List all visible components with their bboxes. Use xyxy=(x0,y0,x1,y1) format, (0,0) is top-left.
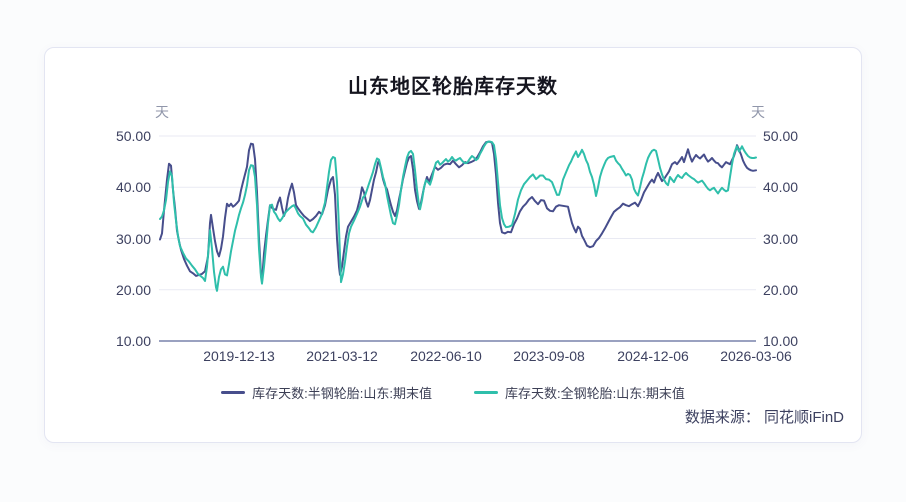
legend-line-marker xyxy=(221,391,246,394)
legend: 库存天数:半钢轮胎:山东:期末值 库存天数:全钢轮胎:山东:期末值 xyxy=(45,383,861,402)
y-tick-label-left: 50.00 xyxy=(115,128,151,144)
legend-item-full-steel[interactable]: 库存天数:全钢轮胎:山东:期末值 xyxy=(474,383,685,402)
data-source-note: 数据来源： 同花顺iFinD xyxy=(684,409,844,426)
x-tick-label: 2023-09-08 xyxy=(513,348,585,364)
y-axis-unit-right: 天 xyxy=(751,104,765,120)
y-tick-label-left: 10.00 xyxy=(115,333,151,349)
y-axis-unit-left: 天 xyxy=(155,104,169,120)
legend-label: 库存天数:半钢轮胎:山东:期末值 xyxy=(252,386,432,401)
y-tick-label-right: 30.00 xyxy=(763,230,799,247)
y-tick-label-right: 50.00 xyxy=(763,128,799,144)
chart-title: 山东地区轮胎库存天数 xyxy=(348,76,558,98)
y-tick-label-left: 30.00 xyxy=(115,230,151,247)
legend-item-half-steel[interactable]: 库存天数:半钢轮胎:山东:期末值 xyxy=(221,383,432,402)
series-line-full-steel-tire xyxy=(159,140,757,292)
grid-lines xyxy=(159,135,756,342)
legend-label: 库存天数:全钢轮胎:山东:期末值 xyxy=(505,386,685,401)
series-line-half-steel-tire xyxy=(159,140,757,283)
y-tick-label-left: 40.00 xyxy=(115,179,151,196)
legend-line-marker xyxy=(474,391,498,394)
y-tick-label-right: 20.00 xyxy=(763,281,799,298)
x-tick-label: 2026-03-06 xyxy=(720,348,792,364)
y-tick-label-left: 20.00 xyxy=(115,281,151,298)
y-tick-label-right: 10.00 xyxy=(763,333,799,349)
chart-card: 山东地区轮胎库存天数 天 天 50.00 40.00 30.00 20.00 10.00… xyxy=(44,47,862,443)
chart-plot xyxy=(159,135,757,342)
x-tick-label: 2022-06-10 xyxy=(410,348,482,364)
x-tick-label: 2021-03-12 xyxy=(306,348,378,364)
x-tick-label: 2019-12-13 xyxy=(203,348,275,364)
y-tick-label-right: 40.00 xyxy=(763,179,799,196)
x-tick-label: 2024-12-06 xyxy=(617,348,689,364)
